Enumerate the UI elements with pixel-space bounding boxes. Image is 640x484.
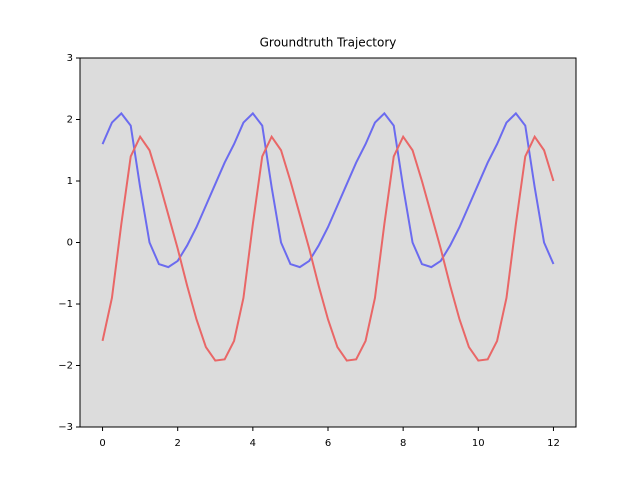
data-line: [101, 134, 555, 362]
x-tick-label: 6: [325, 438, 331, 449]
axes-frame: [79, 57, 577, 428]
x-tick-label: 10: [472, 438, 485, 449]
x-tick-label: 4: [250, 438, 256, 449]
plot-area: [80, 58, 576, 427]
data-line: [101, 111, 555, 269]
x-tick-label: 2: [175, 438, 181, 449]
x-tick-label: 12: [547, 438, 560, 449]
y-tick-label: −3: [58, 422, 73, 433]
y-tick-label: 0: [67, 238, 73, 249]
x-tick-label: 0: [99, 438, 105, 449]
chart-title: Groundtruth Trajectory: [260, 36, 397, 50]
y-tick-label: 2: [67, 115, 73, 126]
y-tick-label: 3: [67, 53, 73, 64]
y-tick-label: 1: [67, 176, 73, 187]
y-tick-label: −1: [58, 299, 73, 310]
x-tick-label: 8: [400, 438, 406, 449]
y-tick-label: −2: [58, 361, 73, 372]
